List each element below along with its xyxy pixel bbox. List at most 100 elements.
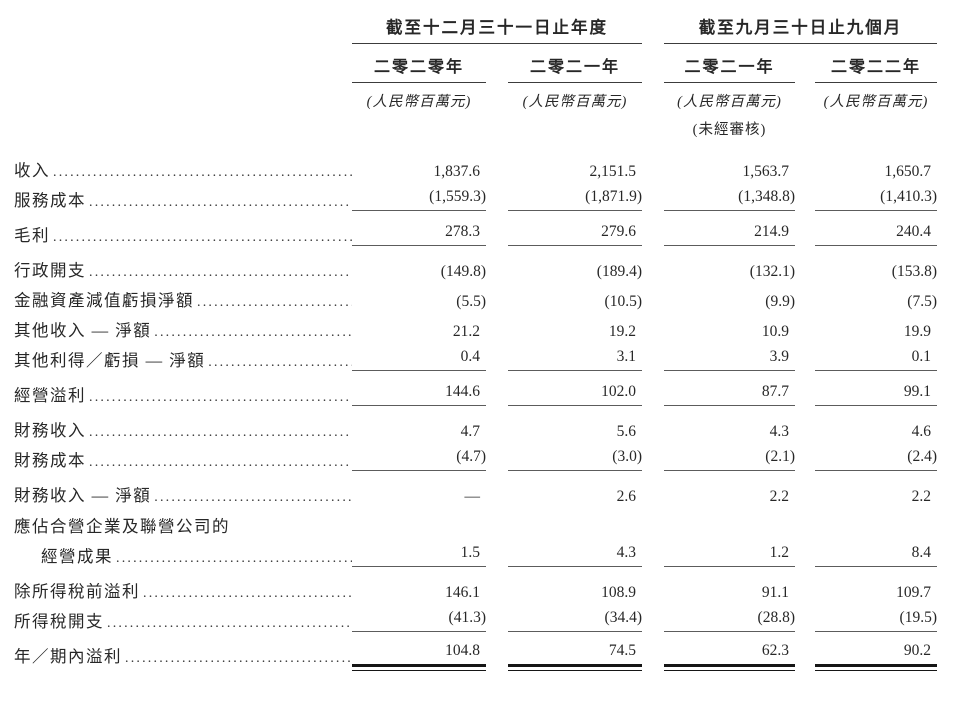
- row-income-tax-expense: 所得稅開支 (41.3) (34.4) (28.8) (19.5): [14, 603, 937, 632]
- value-cell: (2.4): [815, 448, 937, 471]
- value-cell: 2.6: [616, 488, 636, 505]
- value-cell: 5.6: [616, 423, 636, 440]
- row-label: 財務收入 — 淨額: [14, 486, 152, 505]
- unaudited-note-row: (未經審核): [14, 115, 937, 139]
- row-administrative-expenses: 行政開支 (149.8) (189.4) (132.1) (153.8): [14, 252, 937, 281]
- row-gross-profit: 毛利 278.3 279.6 214.9 240.4: [14, 217, 937, 246]
- value-cell: 91.1: [761, 584, 789, 601]
- value-cell: —: [464, 488, 481, 505]
- row-label: 收入: [14, 161, 50, 180]
- value-cell: 2.2: [911, 488, 931, 505]
- value-cell: 104.8: [352, 642, 486, 671]
- dot-leader: [86, 195, 352, 211]
- unit-label: (人民幣百萬元): [366, 94, 472, 110]
- row-finance-income: 財務收入 4.7 5.6 4.3 4.6: [14, 412, 937, 441]
- value-cell: 4.7: [460, 423, 480, 440]
- value-cell: 279.6: [508, 223, 642, 246]
- year-column-header-2021-9m: 二零二一年: [664, 53, 795, 83]
- dot-leader: [151, 325, 352, 341]
- row-label: 金融資產減值虧損淨額: [14, 291, 194, 310]
- year-header-row: 二零二零年 二零二一年 二零二一年 二零二二年: [14, 53, 937, 83]
- row-label: 經營成果: [41, 547, 113, 566]
- dot-leader: [50, 165, 352, 181]
- unaudited-note: (未經審核): [692, 122, 767, 138]
- dot-leader: [86, 265, 352, 281]
- value-cell: 10.9: [761, 323, 789, 340]
- row-cost-of-services: 服務成本 (1,559.3) (1,871.9) (1,348.8) (1,41…: [14, 182, 937, 211]
- row-revenue: 收入 1,837.6 2,151.5 1,563.7 1,650.7: [14, 152, 937, 181]
- value-cell: (3.0): [508, 448, 642, 471]
- row-profit-before-income-tax: 除所得稅前溢利 146.1 108.9 91.1 109.7: [14, 573, 937, 602]
- row-label: 經營溢利: [14, 386, 86, 405]
- value-cell: (1,410.3): [815, 188, 937, 211]
- dot-leader: [194, 295, 352, 311]
- row-other-gains-losses-net: 其他利得／虧損 — 淨額 0.4 3.1 3.9 0.1: [14, 342, 937, 371]
- value-cell: 1,837.6: [433, 163, 481, 180]
- value-cell: 1,563.7: [742, 163, 790, 180]
- value-cell: 87.7: [664, 383, 795, 406]
- value-cell: 1.5: [352, 544, 486, 567]
- row-label: 其他收入 — 淨額: [14, 321, 152, 340]
- value-cell: 4.6: [911, 423, 931, 440]
- unit-label: (人民幣百萬元): [823, 94, 929, 110]
- value-cell: 90.2: [815, 642, 937, 671]
- year-column-header-2021: 二零二一年: [508, 53, 642, 83]
- value-cell: 2.2: [769, 488, 789, 505]
- row-share-of-results-jv-associates: 經營成果 1.5 4.3 1.2 8.4: [14, 538, 937, 567]
- value-cell: (4.7): [352, 448, 486, 471]
- value-cell: 0.1: [815, 348, 937, 371]
- row-other-income-net: 其他收入 — 淨額 21.2 19.2 10.9 19.9: [14, 312, 937, 341]
- value-cell: 3.1: [508, 348, 642, 371]
- value-cell: 8.4: [815, 544, 937, 567]
- row-label: 其他利得／虧損 — 淨額: [14, 351, 206, 370]
- value-cell: (189.4): [596, 263, 642, 280]
- value-cell: (9.9): [765, 293, 795, 310]
- row-finance-income-net: 財務收入 — 淨額 — 2.6 2.2 2.2: [14, 477, 937, 506]
- value-cell: (34.4): [508, 609, 642, 632]
- value-cell: (19.5): [815, 609, 937, 632]
- value-cell: 1.2: [664, 544, 795, 567]
- row-label: 服務成本: [14, 191, 86, 210]
- period-group-title-annual: 截至十二月三十一日止年度: [352, 14, 642, 44]
- row-impairment-losses-financial-assets: 金融資產減值虧損淨額 (5.5) (10.5) (9.9) (7.5): [14, 282, 937, 311]
- value-cell: 144.6: [352, 383, 486, 406]
- period-group-title-nine-months: 截至九月三十日止九個月: [664, 14, 937, 44]
- value-cell: (41.3): [352, 609, 486, 632]
- unit-label: (人民幣百萬元): [677, 94, 782, 110]
- dot-leader: [205, 355, 352, 371]
- dot-leader: [86, 455, 352, 471]
- row-share-of-results-caption: 應佔合營企業及聯營公司的: [14, 507, 937, 537]
- value-cell: 62.3: [664, 642, 795, 671]
- row-label: 行政開支: [14, 261, 86, 280]
- value-cell: 214.9: [664, 223, 795, 246]
- value-cell: 240.4: [815, 223, 937, 246]
- dot-leader: [151, 490, 352, 506]
- row-label: 應佔合營企業及聯營公司的: [14, 517, 230, 536]
- row-operating-profit: 經營溢利 144.6 102.0 87.7 99.1: [14, 377, 937, 406]
- unit-header-row: (人民幣百萬元) (人民幣百萬元) (人民幣百萬元) (人民幣百萬元): [14, 90, 937, 111]
- value-cell: 19.9: [903, 323, 931, 340]
- value-cell: (1,559.3): [352, 188, 486, 211]
- value-cell: 1,650.7: [884, 163, 932, 180]
- row-label: 所得稅開支: [14, 612, 104, 631]
- value-cell: 108.9: [601, 584, 636, 601]
- row-profit-for-the-period: 年／期內溢利 104.8 74.5 62.3 90.2: [14, 638, 937, 671]
- value-cell: (5.5): [456, 293, 486, 310]
- row-label: 除所得稅前溢利: [14, 582, 140, 601]
- value-cell: (149.8): [440, 263, 486, 280]
- row-finance-costs: 財務成本 (4.7) (3.0) (2.1) (2.4): [14, 442, 937, 471]
- row-label: 年／期內溢利: [14, 647, 122, 666]
- value-cell: (28.8): [664, 609, 795, 632]
- dot-leader: [140, 586, 352, 602]
- row-label: 財務收入: [14, 421, 86, 440]
- value-cell: (2.1): [664, 448, 795, 471]
- value-cell: 146.1: [445, 584, 480, 601]
- dot-leader: [122, 651, 352, 667]
- dot-leader: [50, 230, 352, 246]
- value-cell: (1,348.8): [664, 188, 795, 211]
- row-label: 財務成本: [14, 451, 86, 470]
- value-cell: 3.9: [664, 348, 795, 371]
- dot-leader: [86, 390, 352, 406]
- dot-leader: [113, 551, 352, 567]
